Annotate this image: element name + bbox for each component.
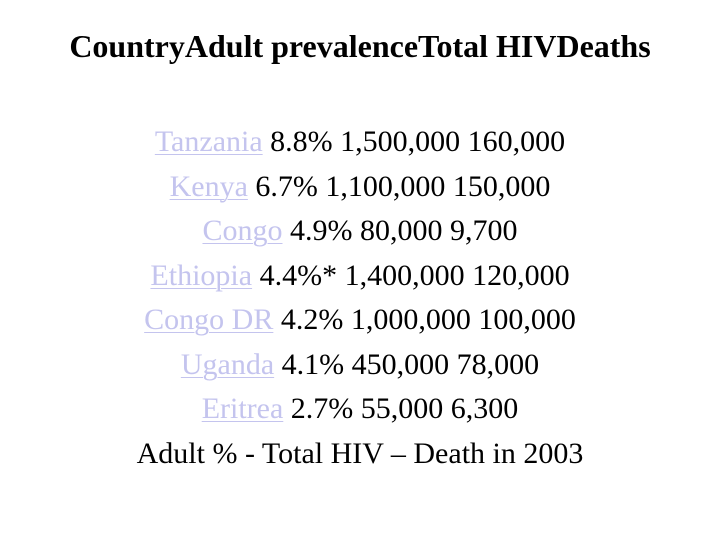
list-item: Congo 4.9% 80,000 9,700 xyxy=(40,209,680,254)
list-item: Ethiopia 4.4%* 1,400,000 120,000 xyxy=(40,254,680,299)
country-link-congo-dr[interactable]: Congo DR xyxy=(144,303,274,336)
country-link-tanzania[interactable]: Tanzania xyxy=(154,125,263,158)
list-item: Tanzania 8.8% 1,500,000 160,000 xyxy=(40,120,680,165)
list-item: Uganda 4.1% 450,000 78,000 xyxy=(40,343,680,388)
row-values: 8.8% 1,500,000 160,000 xyxy=(270,125,566,158)
row-values: 4.9% 80,000 9,700 xyxy=(290,214,518,247)
country-link-ethiopia[interactable]: Ethiopia xyxy=(150,258,253,292)
slide-body: Tanzania 8.8% 1,500,000 160,000 Kenya 6.… xyxy=(40,120,680,476)
row-values: 4.1% 450,000 78,000 xyxy=(281,347,540,381)
country-link-eritrea[interactable]: Eritrea xyxy=(201,392,284,425)
slide-title: CountryAdult prevalenceTotal HIVDeaths xyxy=(69,28,651,64)
row-values: 2.7% 55,000 6,300 xyxy=(290,392,519,425)
country-link-congo[interactable]: Congo xyxy=(202,214,283,247)
country-link-kenya[interactable]: Kenya xyxy=(169,169,248,203)
row-values: 4.4%* 1,400,000 120,000 xyxy=(259,258,570,292)
footer-note: Adult % - Total HIV – Death in 2003 xyxy=(136,436,584,470)
country-link-uganda[interactable]: Uganda xyxy=(180,347,275,381)
list-item: Kenya 6.7% 1,100,000 150,000 xyxy=(40,165,680,210)
list-item: Eritrea 2.7% 55,000 6,300 xyxy=(40,387,680,432)
list-item: Congo DR 4.2% 1,000,000 100,000 xyxy=(40,298,680,343)
row-values: 4.2% 1,000,000 100,000 xyxy=(280,303,576,336)
row-values: 6.7% 1,100,000 150,000 xyxy=(255,169,551,203)
